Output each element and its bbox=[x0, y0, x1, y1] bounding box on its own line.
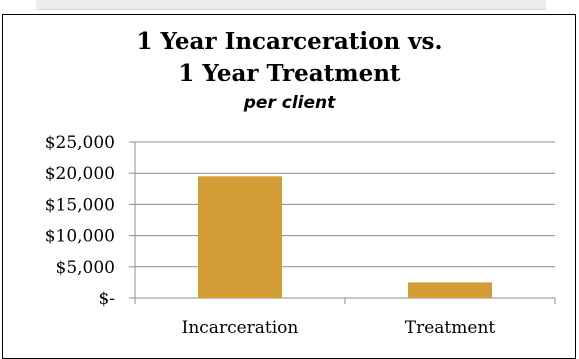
chart-title-line-2: 1 Year Treatment bbox=[178, 60, 401, 87]
chart-title: 1 Year Incarceration vs. 1 Year Treatmen… bbox=[0, 26, 579, 90]
chart-subtitle: per client bbox=[243, 93, 336, 113]
y-tick-label: $20,000 bbox=[45, 164, 115, 184]
y-tick-label: $15,000 bbox=[45, 195, 115, 215]
chart-title-line-1: 1 Year Incarceration vs. bbox=[136, 28, 443, 55]
y-tick-label: $10,000 bbox=[45, 227, 115, 247]
bar-chart: $- $5,000 $10,000 $15,000 $20,000 $25,000 Inca… bbox=[45, 133, 556, 338]
x-category-label: Treatment bbox=[405, 318, 496, 338]
top-toolbar-strip bbox=[36, 0, 546, 10]
y-tick-label: $25,000 bbox=[45, 133, 115, 153]
bar-incarceration bbox=[198, 176, 282, 298]
y-tick-label: $5,000 bbox=[56, 258, 115, 278]
y-tick-label: $- bbox=[98, 289, 115, 309]
bar-treatment bbox=[408, 282, 492, 298]
chart-frame bbox=[2, 14, 576, 359]
x-category-label: Incarceration bbox=[182, 318, 299, 338]
